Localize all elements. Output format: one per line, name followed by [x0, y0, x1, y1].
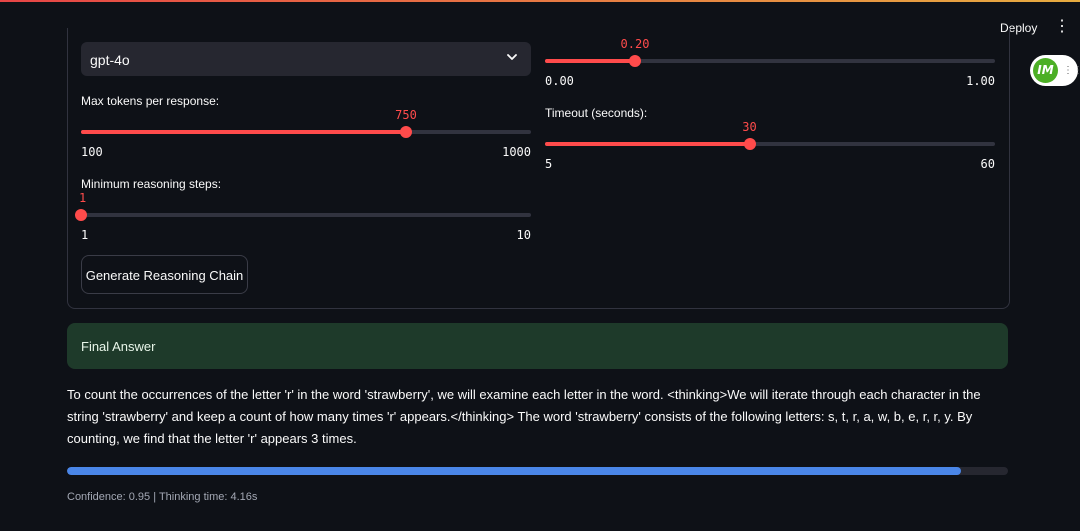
- slider-fill: [545, 59, 635, 63]
- slider-current-value: 750: [395, 108, 417, 122]
- slider-track[interactable]: [81, 213, 531, 217]
- floating-badge[interactable]: IM ⋮⋮: [1030, 55, 1080, 86]
- slider-min-label: 100: [81, 145, 103, 159]
- model-select-value: gpt-4o: [90, 52, 130, 68]
- answer-text: To count the occurrences of the letter '…: [67, 387, 981, 446]
- timeout-label: Timeout (seconds):: [545, 106, 648, 120]
- slider-track[interactable]: [545, 59, 995, 63]
- status-caption: Confidence: 0.95 | Thinking time: 4.16s: [67, 491, 258, 503]
- confidence-progress-fill: [67, 467, 961, 475]
- slider-track[interactable]: [545, 142, 995, 146]
- app-logo-icon: IM: [1033, 58, 1058, 83]
- max-tokens-label: Max tokens per response:: [81, 94, 220, 108]
- model-select[interactable]: gpt-4o: [81, 42, 531, 76]
- final-answer-label: Final Answer: [81, 339, 156, 354]
- min-steps-slider[interactable]: 1 1 10: [75, 191, 531, 242]
- final-answer-banner: Final Answer: [67, 323, 1008, 369]
- slider-thumb[interactable]: [743, 138, 756, 150]
- settings-panel: [67, 28, 1010, 309]
- slider-current-value: 0.20: [620, 37, 650, 51]
- slider-min-label: 0.00: [545, 74, 574, 88]
- chevron-down-icon: [507, 54, 517, 60]
- max-tokens-slider[interactable]: 750 100 1000: [81, 108, 531, 159]
- drag-grip-icon[interactable]: ⋮⋮: [1063, 65, 1080, 76]
- top-accent-line: [0, 0, 1080, 2]
- more-vertical-icon[interactable]: ⋮: [1054, 18, 1070, 35]
- slider-fill: [81, 130, 406, 134]
- slider-min-label: 1: [81, 228, 89, 242]
- generate-reasoning-chain-button[interactable]: Generate Reasoning Chain: [81, 255, 248, 294]
- confidence-progress-bar: [67, 467, 1008, 475]
- min-steps-label: Minimum reasoning steps:: [81, 177, 222, 191]
- slider-thumb[interactable]: [400, 126, 412, 138]
- slider-max-label: 1000: [502, 145, 531, 159]
- slider-fill: [545, 142, 750, 146]
- timeout-slider[interactable]: 30 5 60: [545, 120, 995, 171]
- slider-min-label: 5: [545, 157, 553, 171]
- slider-thumb[interactable]: [629, 55, 641, 67]
- slider-max-label: 60: [980, 157, 995, 171]
- slider-current-value: 1: [79, 191, 87, 205]
- slider-thumb[interactable]: [75, 209, 87, 221]
- slider-max-label: 10: [516, 228, 531, 242]
- slider-max-label: 1.00: [966, 74, 995, 88]
- slider-current-value: 30: [742, 120, 757, 134]
- temperature-slider[interactable]: 0.20 0.00 1.00: [545, 37, 995, 88]
- app-header: Deploy ⋮: [0, 2, 1080, 46]
